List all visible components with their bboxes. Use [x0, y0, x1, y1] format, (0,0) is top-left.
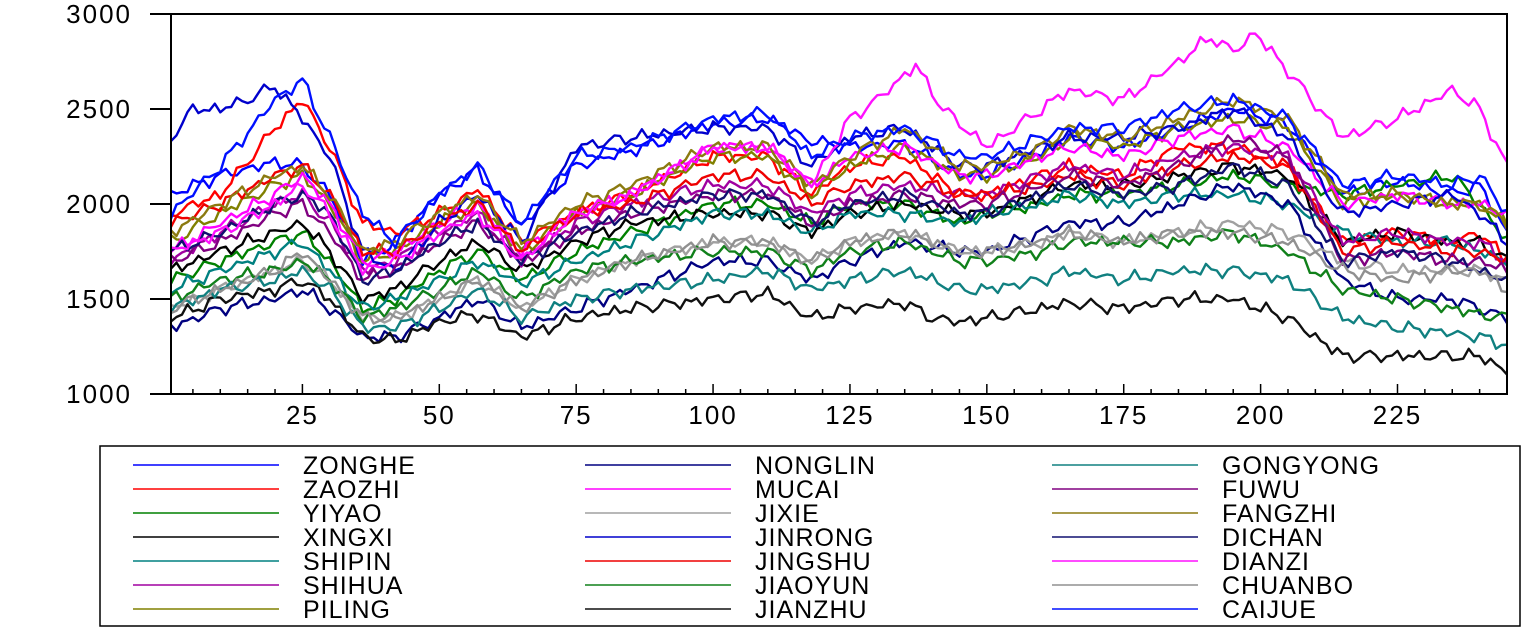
legend-box [99, 445, 1521, 627]
legend-label-nonglin: NONGLIN [755, 452, 876, 480]
legend-label-gongyong: GONGYONG [1222, 452, 1380, 480]
series-line-nonglin [170, 182, 1509, 344]
series-line-jiaoyun [170, 228, 1508, 325]
x-tick-label: 50 [423, 400, 456, 430]
series-line-shihua [170, 142, 1508, 275]
series-line-piling [170, 112, 1509, 264]
axis-ticks [150, 13, 1508, 395]
x-tick-label: 150 [962, 400, 1011, 430]
legend-label-fuwu: FUWU [1222, 476, 1301, 504]
legend-label-zaozhi: ZAOZHI [303, 476, 401, 504]
legend-label-shipin: SHIPIN [303, 548, 392, 576]
legend-label-piling: PILING [303, 596, 391, 624]
series-line-caijue [169, 77, 1508, 250]
x-tick-label: 175 [1099, 400, 1148, 430]
legend-label-yiyao: YIYAO [303, 500, 383, 528]
x-tick-label: 225 [1373, 400, 1422, 430]
series-line-zonghe [170, 106, 1509, 267]
series-line-jianzhu [170, 277, 1508, 376]
x-axis-labels: 25 50 75 100 125 150 175 200 225 [286, 400, 1422, 430]
legend-label-dichan: DICHAN [1222, 524, 1324, 552]
y-tick-label: 3000 [66, 0, 132, 29]
x-tick-label: 200 [1236, 400, 1285, 430]
series-line-mucai [170, 123, 1508, 267]
series-line-chuanbo [170, 223, 1508, 325]
x-tick-label: 25 [286, 400, 319, 430]
legend: ZONGHEZAOZHIYIYAOXINGXISHIPINSHIHUAPILIN… [133, 452, 1380, 624]
x-tick-label: 125 [825, 400, 874, 430]
series-line-xingxi [170, 162, 1508, 305]
legend-label-jixie: JIXIE [755, 500, 820, 528]
plot-series-layer [169, 32, 1509, 376]
series-line-fuwu [170, 134, 1509, 282]
series-line-gongyong [170, 262, 1508, 350]
legend-label-dianzi: DIANZI [1222, 548, 1310, 576]
y-tick-label: 2000 [66, 189, 132, 219]
legend-label-fangzhi: FANGZHI [1222, 500, 1337, 528]
legend-label-mucai: MUCAI [755, 476, 841, 504]
legend-label-jinrong: JINRONG [755, 524, 875, 552]
legend-label-xingxi: XINGXI [303, 524, 394, 552]
legend-label-caijue: CAIJUE [1222, 596, 1317, 624]
x-tick-label: 100 [688, 400, 737, 430]
series-line-dichan [170, 162, 1508, 286]
legend-label-jianzhu: JIANZHU [755, 596, 868, 624]
y-tick-label: 1500 [66, 284, 132, 314]
series-line-fangzhi [170, 96, 1509, 253]
legend-label-jingshu: JINGSHU [755, 548, 872, 576]
series-line-jixie [170, 219, 1508, 324]
y-tick-label: 2500 [66, 94, 132, 124]
series-line-zaozhi [170, 102, 1508, 265]
x-tick-label: 75 [560, 400, 593, 430]
legend-label-shihua: SHIHUA [303, 572, 403, 600]
legend-label-jiaoyun: JIAOYUN [755, 572, 870, 600]
y-axis-labels: 1000 1500 2000 2500 3000 [66, 0, 132, 409]
legend-label-chuanbo: CHUANBO [1222, 572, 1354, 600]
y-tick-label: 1000 [66, 379, 132, 409]
legend-label-zonghe: ZONGHE [303, 452, 416, 480]
